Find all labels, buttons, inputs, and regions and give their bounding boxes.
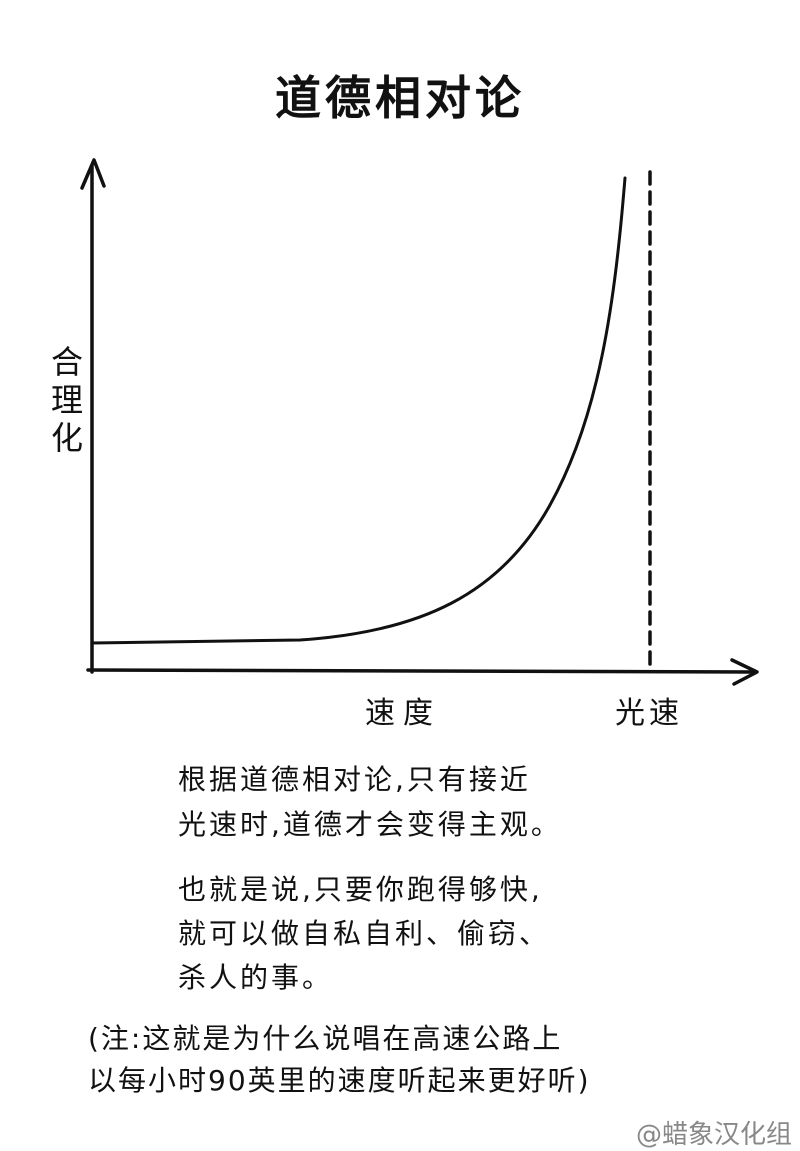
paragraph: 根据道德相对论,只有接近 光速时,道德才会变得主观。 bbox=[178, 757, 562, 847]
watermark: @蜡象汉化组 bbox=[635, 1120, 792, 1150]
note: (注:这就是为什么说唱在高速公路上 以每小时90英里的速度听起来更好听) bbox=[88, 1018, 591, 1102]
x-axis bbox=[86, 668, 757, 674]
text-line: 以每小时90英里的速度听起来更好听) bbox=[88, 1064, 591, 1097]
text-line: 杀人的事。 bbox=[178, 961, 334, 994]
text-line: 也就是说,只要你跑得够快, bbox=[178, 873, 543, 906]
y-arrow bbox=[80, 158, 106, 190]
text-line: 根据道德相对论,只有接近 bbox=[178, 763, 531, 796]
curve bbox=[90, 176, 627, 645]
title: 道德相对论 bbox=[275, 71, 525, 125]
y-axis-label: 合理化 bbox=[46, 345, 84, 459]
x-axis-label: 速度 bbox=[365, 696, 441, 731]
text-line: 光速时,道德才会变得主观。 bbox=[178, 808, 562, 841]
paragraph: 也就是说,只要你跑得够快, 就可以做自私自利、偷窃、 杀人的事。 bbox=[178, 868, 550, 1000]
text-line: (注:这就是为什么说唱在高速公路上 bbox=[88, 1022, 563, 1055]
text-line: 就可以做自私自利、偷窃、 bbox=[178, 917, 551, 950]
limit-label: 光速 bbox=[615, 696, 683, 731]
x-arrow bbox=[730, 658, 759, 686]
